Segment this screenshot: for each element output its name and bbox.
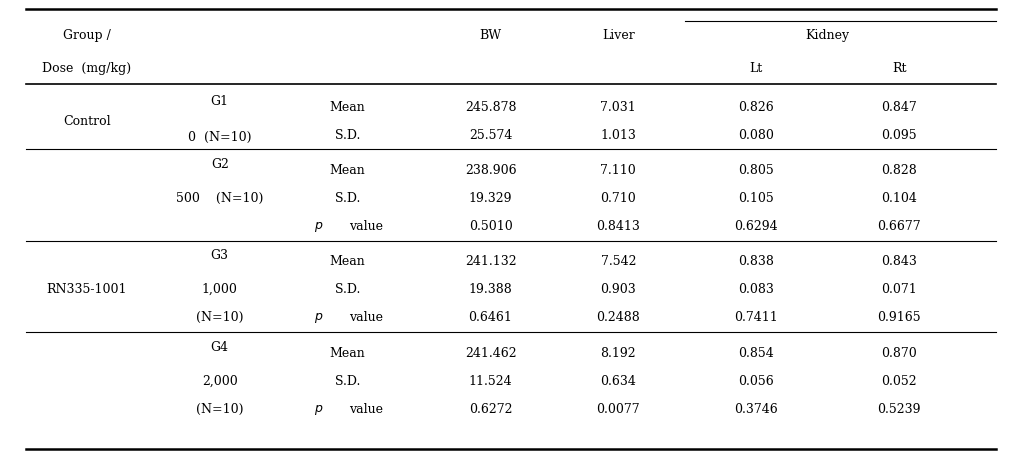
Text: 241.462: 241.462 [465,347,516,360]
Text: Mean: Mean [330,164,365,177]
Text: 0.056: 0.056 [739,375,774,388]
Text: 25.574: 25.574 [469,129,512,142]
Text: 0.104: 0.104 [881,192,918,205]
Text: value: value [349,403,383,416]
Text: 8.192: 8.192 [601,347,636,360]
Text: S.D.: S.D. [335,375,360,388]
Text: S.D.: S.D. [335,283,360,296]
Text: value: value [349,220,383,233]
Text: Lt: Lt [750,62,762,75]
Text: 1,000: 1,000 [201,283,238,296]
Text: 0.903: 0.903 [601,283,636,296]
Text: 0.870: 0.870 [882,347,917,360]
Text: 245.878: 245.878 [465,101,516,114]
Text: BW: BW [479,29,502,42]
Text: 7.110: 7.110 [601,164,636,177]
Text: 7.542: 7.542 [601,255,636,268]
Text: Kidney: Kidney [805,29,850,42]
Text: 0.805: 0.805 [739,164,774,177]
Text: Mean: Mean [330,347,365,360]
Text: 11.524: 11.524 [469,375,512,388]
Text: 0.6272: 0.6272 [469,403,512,416]
Text: 0.5239: 0.5239 [878,403,921,416]
Text: 0.6294: 0.6294 [735,220,778,233]
Text: RN335-1001: RN335-1001 [47,283,127,297]
Text: 0.838: 0.838 [738,255,775,268]
Text: 0.826: 0.826 [739,101,774,114]
Text: 7.031: 7.031 [601,101,636,114]
Text: Mean: Mean [330,101,365,114]
Text: S.D.: S.D. [335,192,360,205]
Text: 0.083: 0.083 [738,283,775,296]
Text: 0.3746: 0.3746 [735,403,778,416]
Text: 0.0077: 0.0077 [597,403,640,416]
Text: $p$: $p$ [314,311,324,325]
Text: 241.132: 241.132 [465,255,516,268]
Text: G3: G3 [211,249,229,262]
Text: 0.2488: 0.2488 [597,311,640,324]
Text: Rt: Rt [892,62,907,75]
Text: 0.634: 0.634 [600,375,637,388]
Text: value: value [349,311,383,324]
Text: 0.843: 0.843 [881,255,918,268]
Text: 238.906: 238.906 [465,164,516,177]
Text: 0.7411: 0.7411 [735,311,778,324]
Text: 19.329: 19.329 [469,192,512,205]
Text: (N=10): (N=10) [196,403,243,416]
Text: $p$: $p$ [314,403,324,417]
Text: Liver: Liver [602,29,635,42]
Text: 0.6677: 0.6677 [878,220,921,233]
Text: 0.710: 0.710 [601,192,636,205]
Text: 19.388: 19.388 [469,283,512,296]
Text: S.D.: S.D. [335,129,360,142]
Text: 0.6461: 0.6461 [469,311,512,324]
Text: G4: G4 [211,341,229,354]
Text: 2,000: 2,000 [202,375,237,388]
Text: 0.095: 0.095 [882,129,917,142]
Text: 0  (N=10): 0 (N=10) [188,131,251,144]
Text: Mean: Mean [330,255,365,268]
Text: Group /: Group / [63,29,110,42]
Text: Control: Control [63,115,110,128]
Text: $p$: $p$ [314,219,324,234]
Text: 0.828: 0.828 [882,164,917,177]
Text: 0.071: 0.071 [882,283,917,296]
Text: 0.854: 0.854 [739,347,774,360]
Text: 1.013: 1.013 [600,129,637,142]
Text: (N=10): (N=10) [196,311,243,324]
Text: 0.5010: 0.5010 [469,220,512,233]
Text: 0.8413: 0.8413 [597,220,640,233]
Text: 0.105: 0.105 [739,192,774,205]
Text: 0.847: 0.847 [882,101,917,114]
Text: 0.9165: 0.9165 [878,311,921,324]
Text: G2: G2 [211,158,229,171]
Text: Dose  (mg/kg): Dose (mg/kg) [42,62,132,75]
Text: G1: G1 [211,95,229,108]
Text: 500    (N=10): 500 (N=10) [176,192,264,205]
Text: 0.080: 0.080 [738,129,775,142]
Text: 0.052: 0.052 [882,375,917,388]
